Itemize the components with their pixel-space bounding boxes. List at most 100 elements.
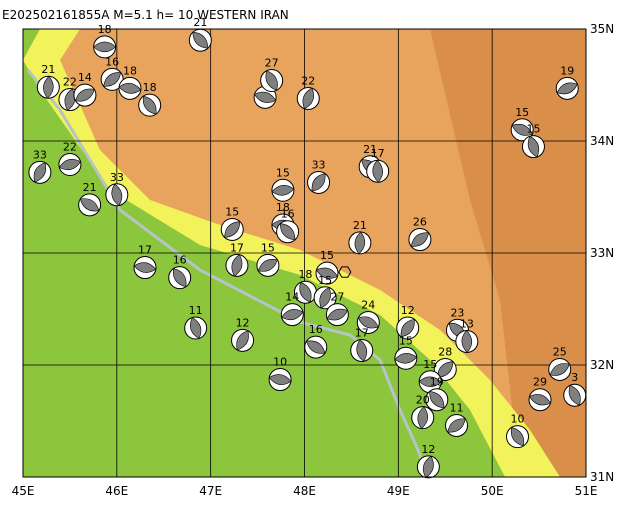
lat-label: 32N	[590, 358, 614, 372]
depth-label: 16	[309, 323, 323, 336]
compressional-quadrant	[417, 406, 428, 430]
depth-label: 15	[526, 123, 540, 136]
lat-label: 34N	[590, 134, 614, 148]
compressional-quadrant	[281, 309, 304, 321]
focal-mechanism	[28, 160, 52, 184]
focal-mechanism	[348, 231, 372, 255]
compressional-quadrant	[306, 340, 326, 354]
focal-mechanism	[276, 220, 300, 244]
focal-mechanism	[220, 217, 244, 241]
compressional-quadrant	[357, 316, 379, 329]
focal-mechanism	[411, 406, 435, 430]
focal-mechanism	[394, 346, 418, 370]
depth-label: 21	[193, 16, 207, 29]
compressional-quadrant	[192, 31, 209, 49]
depth-label: 15	[225, 205, 239, 218]
compressional-quadrant	[429, 391, 445, 409]
depth-label: 21	[41, 63, 55, 76]
depth-label: 22	[63, 141, 77, 154]
depth-label: 16	[173, 254, 187, 267]
compressional-quadrant	[447, 418, 466, 433]
compressional-quadrant	[311, 173, 326, 192]
compressional-quadrant	[461, 330, 473, 353]
depth-label: 25	[553, 345, 567, 358]
focal-mechanism	[425, 388, 449, 412]
map-title: E202502161855A M=5.1 h= 10 WESTERN IRAN	[2, 8, 289, 22]
focal-mechanism	[325, 303, 349, 327]
compressional-quadrant	[549, 363, 570, 376]
focal-mechanism	[105, 183, 129, 207]
compressional-quadrant	[529, 394, 551, 406]
focal-mechanism	[396, 316, 420, 340]
compressional-quadrant	[354, 231, 366, 255]
compressional-quadrant	[43, 75, 54, 99]
compressional-quadrant	[326, 308, 348, 321]
focal-mechanism	[416, 455, 440, 479]
depth-label: 11	[189, 304, 203, 317]
focal-mechanism	[433, 357, 457, 381]
focal-mechanism	[73, 83, 97, 107]
depth-label: 15	[515, 106, 529, 119]
focal-mechanism	[168, 266, 192, 290]
focal-mechanism	[304, 335, 328, 359]
depth-label: 23	[450, 306, 464, 319]
lon-label: 46E	[105, 484, 128, 498]
compressional-quadrant	[268, 374, 292, 385]
depth-label: 15	[423, 358, 437, 371]
depth-label: 3	[571, 371, 578, 384]
compressional-quadrant	[142, 95, 157, 115]
compressional-quadrant	[236, 330, 249, 351]
focal-mechanism	[138, 93, 162, 117]
lon-label: 47E	[199, 484, 222, 498]
compressional-quadrant	[257, 259, 278, 272]
compressional-quadrant	[302, 87, 314, 110]
depth-label: 16	[105, 55, 119, 68]
depth-label: 11	[450, 401, 464, 414]
lat-label: 31N	[590, 470, 614, 484]
depth-label: 15	[318, 274, 332, 287]
compressional-quadrant	[75, 88, 95, 102]
depth-label: 15	[399, 334, 413, 347]
compressional-quadrant	[103, 72, 122, 87]
depth-label: 15	[261, 241, 275, 254]
depth-label: 21	[353, 219, 367, 232]
depth-label: 18	[276, 201, 290, 214]
focal-mechanism	[268, 368, 292, 392]
compressional-quadrant	[254, 91, 277, 103]
focal-mechanism	[521, 135, 545, 159]
depth-label: 26	[413, 216, 427, 229]
compressional-quadrant	[33, 162, 47, 183]
compressional-quadrant	[410, 232, 429, 247]
lat-label: 33N	[590, 246, 614, 260]
depth-label: 15	[320, 249, 334, 262]
focal-mechanism	[418, 370, 442, 394]
depth-label: 12	[236, 316, 250, 329]
depth-label: 20	[416, 394, 430, 407]
compressional-quadrant	[319, 287, 331, 309]
focal-mechanism	[271, 178, 295, 202]
depth-label: 12	[401, 304, 415, 317]
compressional-quadrant	[172, 268, 187, 288]
focal-mechanism	[555, 76, 579, 100]
focal-mechanism	[58, 153, 82, 177]
focal-mechanism	[350, 338, 374, 362]
depth-label: 27	[265, 57, 279, 70]
depth-label: 14	[285, 291, 299, 304]
compressional-quadrant	[79, 198, 100, 212]
focal-mechanism	[528, 388, 552, 412]
focal-mechanism	[231, 328, 255, 352]
compressional-quadrant	[527, 135, 540, 158]
compressional-quadrant	[58, 159, 81, 171]
compressional-quadrant	[271, 185, 295, 196]
lon-label: 50E	[481, 484, 504, 498]
focal-mechanism	[313, 286, 337, 310]
focal-mechanism	[93, 35, 117, 59]
focal-mechanism	[225, 253, 249, 277]
compressional-quadrant	[93, 41, 117, 53]
lon-label: 51E	[575, 484, 598, 498]
focal-mechanism	[188, 28, 212, 52]
map-frame	[22, 28, 587, 478]
focal-mechanism	[315, 261, 339, 285]
depth-label: 13	[460, 317, 474, 330]
focal-mechanism	[296, 86, 320, 110]
